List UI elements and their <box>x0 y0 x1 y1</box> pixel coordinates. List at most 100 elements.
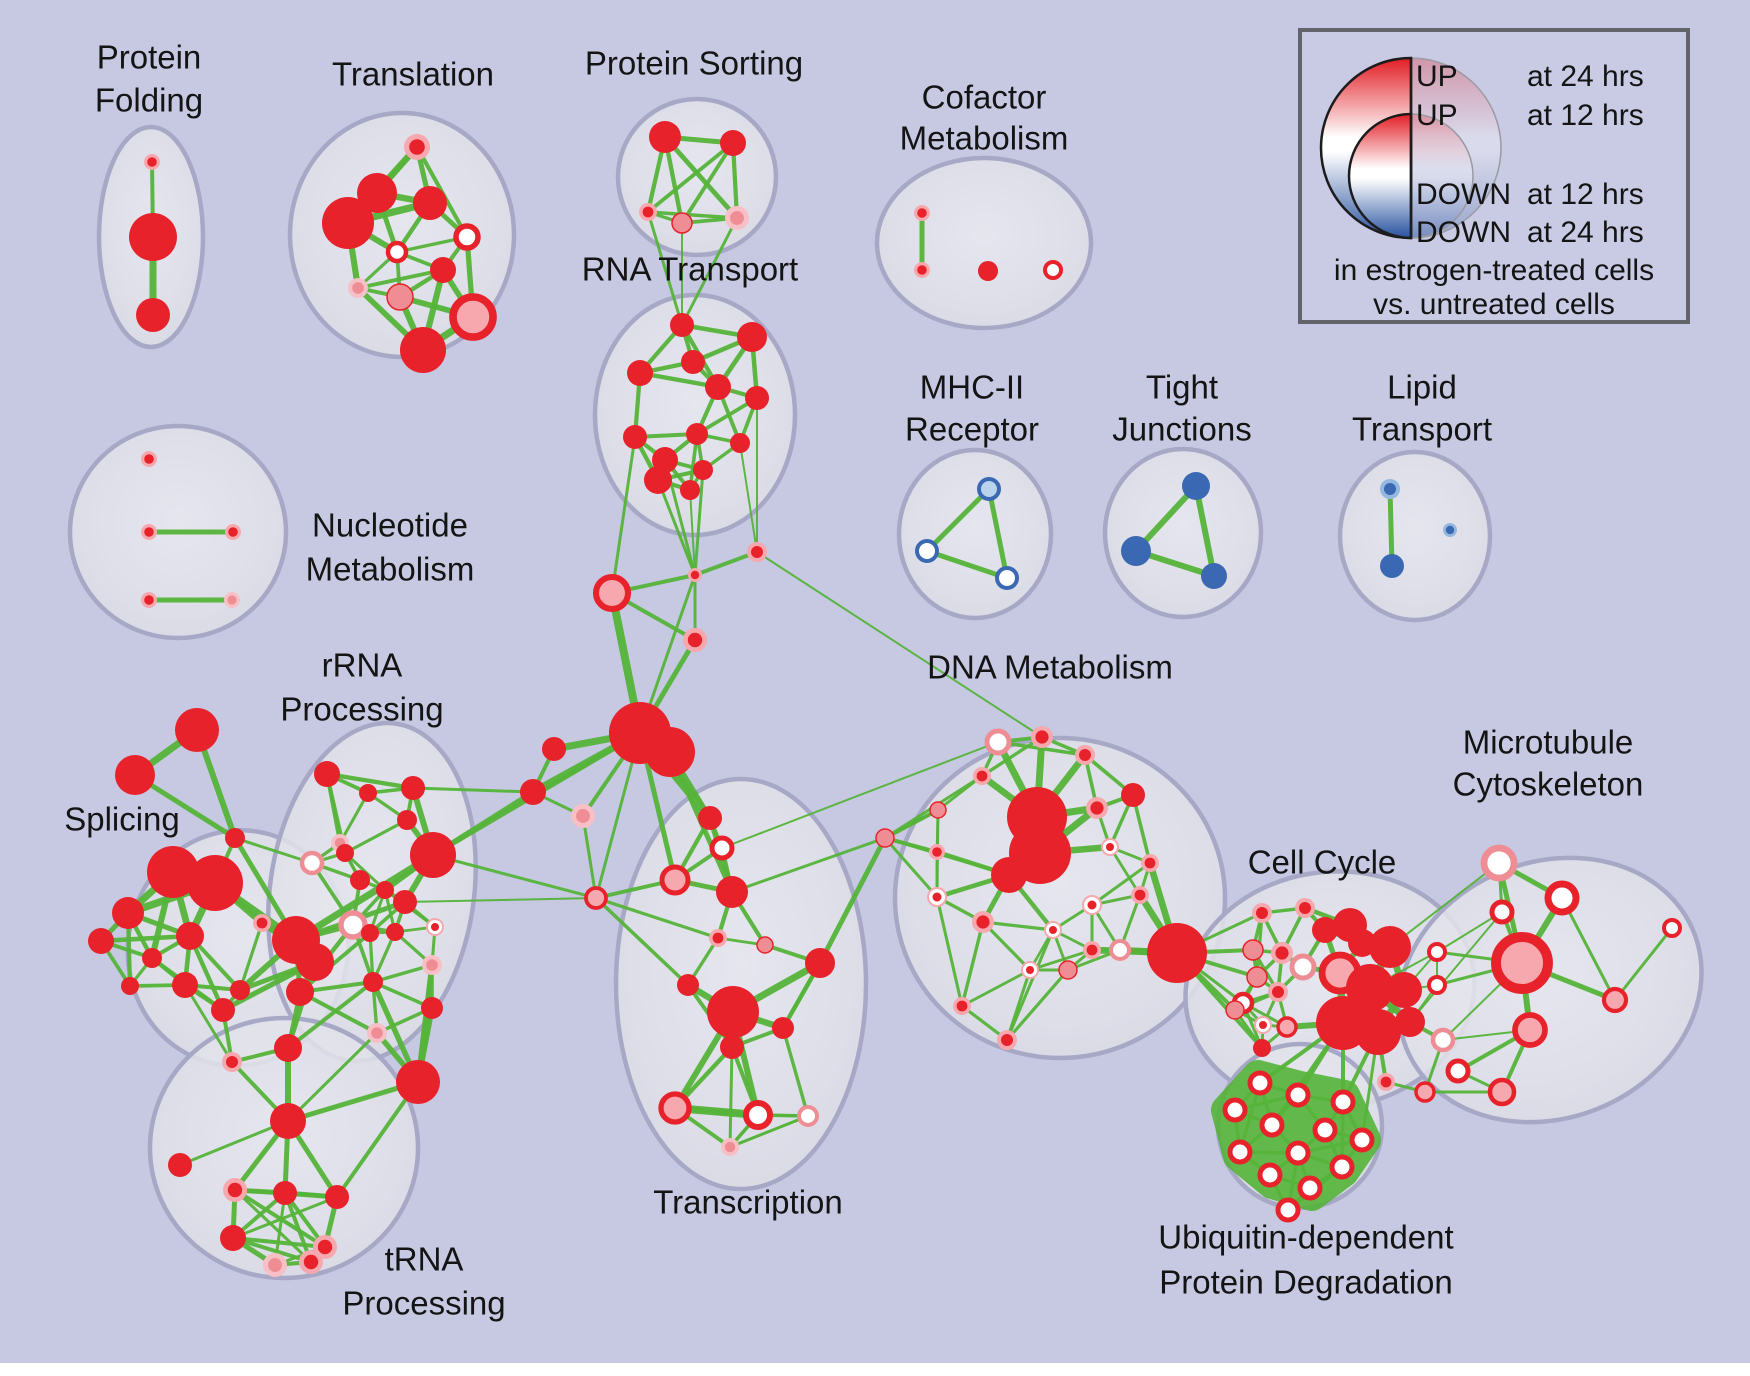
gene-node <box>385 240 409 264</box>
legend-time-up12: at 12 hrs <box>1527 99 1644 132</box>
interaction-edge <box>431 853 598 900</box>
cluster-label-protein-folding: Folding <box>95 82 203 119</box>
interaction-edge <box>756 551 1043 738</box>
interaction-edge <box>1409 911 1503 1023</box>
interaction-edge <box>781 1026 810 1118</box>
interaction-edge <box>883 836 1011 877</box>
gene-node <box>644 466 672 494</box>
gene-node <box>875 828 895 848</box>
gene-node <box>1082 895 1102 915</box>
interaction-edge <box>1108 845 1142 897</box>
cluster-label-microtubule-cytoskeleton: Microtubule <box>1463 724 1634 761</box>
gene-node <box>1147 923 1207 983</box>
gene-node <box>141 451 157 467</box>
interaction-edge <box>646 210 739 220</box>
interaction-edge <box>338 791 370 845</box>
interaction-edge <box>693 468 705 577</box>
gene-node <box>1346 964 1394 1012</box>
gene-node <box>995 566 1019 590</box>
gene-node <box>743 1100 773 1130</box>
gene-node <box>413 186 447 220</box>
gene-node <box>1289 953 1317 981</box>
gene-node <box>805 948 835 978</box>
gene-node <box>386 283 414 311</box>
gene-node <box>361 924 379 942</box>
interaction-edge <box>292 851 437 944</box>
gene-node <box>639 203 657 221</box>
gene-node <box>401 776 425 800</box>
gene-node <box>1121 536 1151 566</box>
interaction-edge <box>680 141 735 225</box>
gene-node <box>1330 1089 1356 1115</box>
gene-node <box>220 1225 246 1251</box>
gene-node <box>129 213 177 261</box>
interaction-edge <box>637 370 721 390</box>
gene-node <box>1252 903 1272 923</box>
interaction-edge <box>981 920 1032 972</box>
interaction-edge <box>1613 926 1674 1002</box>
tight-junctions-region <box>1102 446 1264 620</box>
legend-state-up12: UP <box>1416 99 1458 132</box>
gene-node <box>707 986 759 1038</box>
gene-node <box>520 779 546 805</box>
cluster-label-transcription: Transcription <box>653 1184 843 1221</box>
interaction-edge <box>98 933 193 944</box>
lipid-transport-region <box>1337 449 1493 623</box>
gene-node <box>796 1104 820 1128</box>
gene-node <box>705 374 731 400</box>
interaction-edge <box>233 1188 313 1264</box>
gene-node <box>686 423 708 445</box>
gene-node <box>592 573 632 613</box>
gene-node <box>693 460 713 480</box>
gene-node <box>1285 1140 1311 1166</box>
gene-node <box>997 1030 1017 1050</box>
gene-node <box>142 948 162 968</box>
interaction-edge <box>693 550 759 577</box>
gene-node <box>991 857 1027 893</box>
figure-margin <box>0 1363 1750 1376</box>
gene-node <box>1380 479 1400 499</box>
cluster-label-cofactor-metabolism: Metabolism <box>900 120 1069 157</box>
cluster-label-nucleotide-metabolism: Metabolism <box>306 551 475 588</box>
cofactor-metabolism-region <box>874 155 1094 331</box>
gene-node <box>1512 1012 1548 1048</box>
gene-node <box>1662 918 1682 938</box>
gene-node <box>725 206 749 230</box>
gene-node <box>1141 854 1159 872</box>
gene-node <box>1427 975 1447 995</box>
legend-state-up24: UP <box>1416 60 1458 93</box>
gene-node <box>286 978 314 1006</box>
gene-node <box>670 313 694 337</box>
interaction-edge <box>721 741 999 849</box>
gene-node <box>571 804 595 828</box>
gene-node <box>1443 523 1457 537</box>
layer-nodes <box>88 121 1682 1277</box>
gene-node <box>453 223 481 251</box>
interaction-edge <box>980 735 1044 778</box>
legend-caption-line1: in estrogen-treated cells <box>1334 254 1654 287</box>
interaction-edge <box>656 478 697 577</box>
legend-state-down24: DOWN <box>1416 216 1511 249</box>
gene-node <box>1348 929 1376 957</box>
dna-metabolism-region <box>892 735 1228 1061</box>
gene-node <box>1312 1117 1338 1143</box>
interaction-edge <box>1436 911 1503 953</box>
interaction-edge <box>1560 896 1617 1002</box>
gene-node <box>659 864 691 896</box>
interaction-edge <box>183 983 234 1064</box>
legend-caption-line2: vs. untreated cells <box>1373 288 1615 321</box>
gene-node <box>1445 1058 1471 1084</box>
gene-node <box>175 708 219 752</box>
gene-node <box>929 801 947 819</box>
gene-node <box>404 134 430 160</box>
gene-node <box>322 197 374 249</box>
gene-node <box>299 850 325 876</box>
cluster-label-protein-sorting: Protein Sorting <box>585 45 803 82</box>
interaction-edge <box>1005 928 1055 1042</box>
cluster-label-trna-processing: Processing <box>342 1285 505 1322</box>
cluster-label-tight-junctions: Tight <box>1146 369 1218 406</box>
gene-node <box>1380 554 1404 578</box>
gene-node <box>1031 726 1053 748</box>
cluster-label-cofactor-metabolism: Cofactor <box>922 79 1047 116</box>
gene-node <box>1058 960 1078 980</box>
